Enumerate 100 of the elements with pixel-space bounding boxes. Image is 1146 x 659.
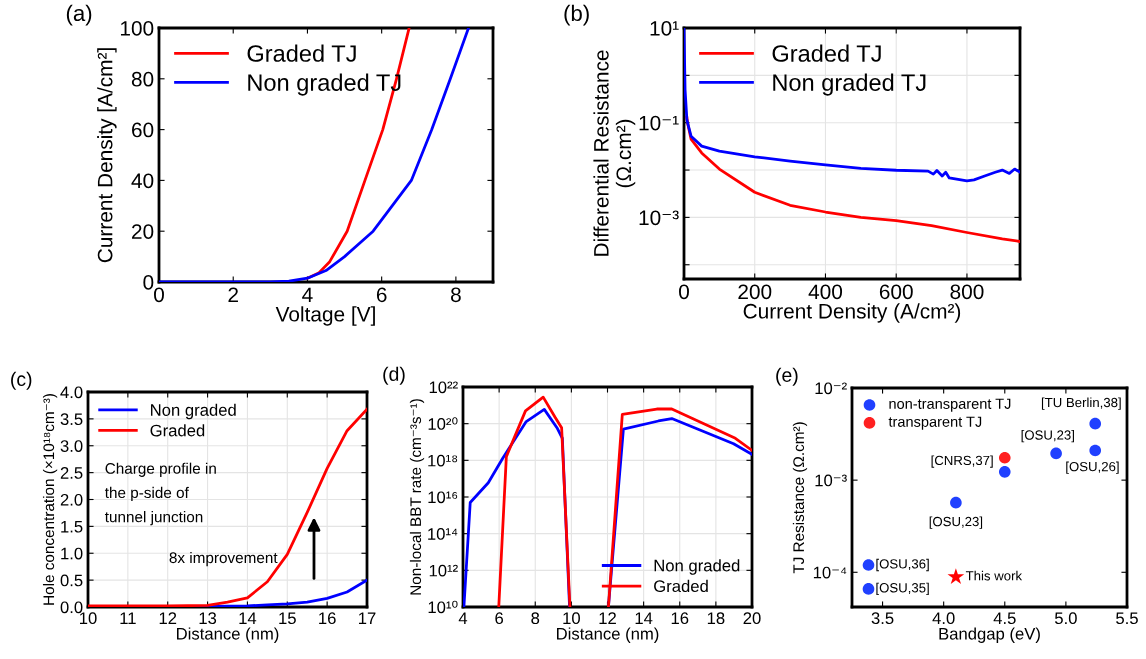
x-tick-label: 14 bbox=[635, 612, 653, 624]
legend-label: Graded TJ bbox=[772, 44, 881, 62]
x-tick-label: 17 bbox=[359, 612, 376, 624]
x-axis-title: Distance (nm) bbox=[557, 627, 659, 643]
y-tick-label: 10¹⁰ bbox=[428, 600, 458, 614]
y-tick-label: 100 bbox=[120, 21, 154, 36]
annotation: [OSU,23] bbox=[1021, 430, 1074, 443]
x-tick-label: 15 bbox=[279, 612, 296, 625]
legend-label: Non graded bbox=[654, 559, 740, 575]
y-tick-label: 10²⁰ bbox=[428, 417, 458, 430]
y-tick-label: 10⁻³ bbox=[639, 210, 679, 226]
chart-title: (e) bbox=[776, 367, 798, 386]
x-tick-label: 20 bbox=[743, 612, 761, 625]
x-tick-label: 4.5 bbox=[993, 612, 1016, 625]
y-tick-label: 20 bbox=[132, 224, 154, 239]
x-tick-label: 4 bbox=[302, 287, 313, 302]
y-tick-label: 10⁻¹ bbox=[639, 115, 679, 131]
y-tick-label: 0.5 bbox=[60, 574, 83, 587]
x-tick-label: 4.0 bbox=[932, 612, 955, 625]
y-tick-label: 1.5 bbox=[61, 520, 83, 533]
x-tick-label: 10 bbox=[80, 612, 97, 625]
x-tick-label: 13 bbox=[199, 612, 217, 625]
x-tick-label: 400 bbox=[808, 284, 843, 300]
point bbox=[1050, 447, 1062, 460]
x-tick-label: 6 bbox=[495, 612, 504, 625]
annotation: [TU Berlin,38] bbox=[1041, 397, 1121, 410]
x-tick-label: 8 bbox=[531, 612, 540, 625]
y-tick-label: 1.0 bbox=[61, 547, 83, 560]
y-tick-label: 2.5 bbox=[60, 467, 83, 479]
legend-label: non-transparent TJ bbox=[889, 398, 1011, 412]
legend-label: Non graded TJ bbox=[773, 73, 926, 96]
x-tick-label: 14 bbox=[239, 612, 257, 624]
point bbox=[998, 451, 1011, 464]
chart-title: (d) bbox=[383, 366, 405, 385]
y-tick-label: 10⁻⁴ bbox=[813, 566, 847, 579]
annotation: [OSU,23] bbox=[929, 516, 983, 529]
x-tick-label: 200 bbox=[738, 284, 772, 300]
y-axis-title: Non-local BBT rate (cm⁻³s⁻¹) bbox=[409, 399, 425, 595]
x-tick-label: 11 bbox=[120, 612, 136, 624]
y-tick-label: 3.0 bbox=[60, 440, 83, 452]
y-tick-label: 10¹⁴ bbox=[428, 528, 458, 540]
y-axis-title: Hole concentration (×10¹⁸cm⁻³) bbox=[42, 394, 58, 605]
x-tick-label: 16 bbox=[319, 612, 336, 625]
x-tick-label: 8 bbox=[451, 287, 461, 303]
x-tick-label: 2 bbox=[228, 287, 238, 302]
legend-label: Graded TJ bbox=[247, 44, 356, 62]
x-tick-label: 3.5 bbox=[871, 612, 894, 625]
x-tick-label: 12 bbox=[599, 612, 616, 624]
y-tick-label: 10²² bbox=[429, 381, 458, 394]
y-tick-label: 10¹ bbox=[650, 21, 679, 36]
annotation: [CNRS,37] bbox=[931, 455, 993, 468]
y-tick-label: 60 bbox=[132, 122, 154, 138]
y-axis-title: Current Density [A/cm²] bbox=[97, 48, 117, 263]
x-tick-label: 4 bbox=[458, 612, 468, 624]
x-tick-label: 0 bbox=[679, 284, 689, 300]
legend-label: Non graded bbox=[151, 403, 236, 420]
legend-label: Graded bbox=[654, 579, 708, 593]
y-tick-label: 3.5 bbox=[60, 413, 83, 426]
x-tick-label: 12 bbox=[159, 612, 177, 624]
point bbox=[950, 496, 962, 509]
annotation: [OSU,36] bbox=[876, 558, 929, 572]
point bbox=[862, 583, 875, 595]
chart-title: (b) bbox=[564, 4, 589, 26]
chart-title: (c) bbox=[11, 371, 32, 390]
point bbox=[1089, 417, 1102, 430]
y-tick-label: 4.0 bbox=[60, 386, 83, 399]
x-tick-label: 6 bbox=[376, 287, 387, 303]
x-tick-label: 5.0 bbox=[1054, 612, 1077, 625]
y-axis-title: TJ Resistance (Ω.cm²) bbox=[792, 422, 808, 574]
x-tick-label: 800 bbox=[950, 284, 984, 300]
chart-title: (a) bbox=[66, 4, 92, 26]
y-tick-label: 10¹² bbox=[429, 564, 458, 577]
x-tick-label: 5.5 bbox=[1116, 612, 1138, 625]
x-tick-label: 18 bbox=[707, 612, 725, 625]
legend-label: transparent TJ bbox=[888, 416, 982, 430]
point bbox=[862, 559, 875, 571]
x-axis-title: Current Density (A/cm²) bbox=[743, 303, 961, 323]
x-tick-label: 0 bbox=[154, 287, 164, 303]
point bbox=[947, 568, 965, 585]
x-axis-title: Bandgap (eV) bbox=[939, 627, 1040, 643]
annotation: 8x improvement bbox=[169, 551, 278, 567]
y-tick-label: 10⁻³ bbox=[815, 474, 847, 487]
x-axis-title: Voltage [V] bbox=[275, 306, 375, 326]
y-tick-label: 40 bbox=[131, 173, 154, 189]
annotation: [OSU,26] bbox=[1066, 461, 1119, 474]
x-tick-label: 16 bbox=[671, 612, 689, 625]
y-axis-title: Differential Resistance (Ω.cm²) bbox=[593, 50, 636, 256]
y-tick-label: 2.0 bbox=[60, 493, 83, 506]
annotation: This work bbox=[965, 570, 1023, 581]
x-tick-label: 10 bbox=[563, 612, 580, 625]
point bbox=[1089, 444, 1102, 457]
x-tick-label: 600 bbox=[879, 284, 913, 300]
legend-label: Graded bbox=[150, 424, 205, 437]
y-tick-label: 10¹⁶ bbox=[428, 491, 458, 504]
annotation: [OSU,35] bbox=[876, 582, 929, 596]
y-tick-label: 0.0 bbox=[60, 601, 83, 614]
y-tick-label: 10¹⁸ bbox=[428, 454, 458, 467]
annotation: Charge profile in the p-side of tunnel junction bbox=[104, 462, 216, 526]
point bbox=[998, 466, 1011, 478]
y-tick-label: 10⁻² bbox=[815, 382, 847, 395]
